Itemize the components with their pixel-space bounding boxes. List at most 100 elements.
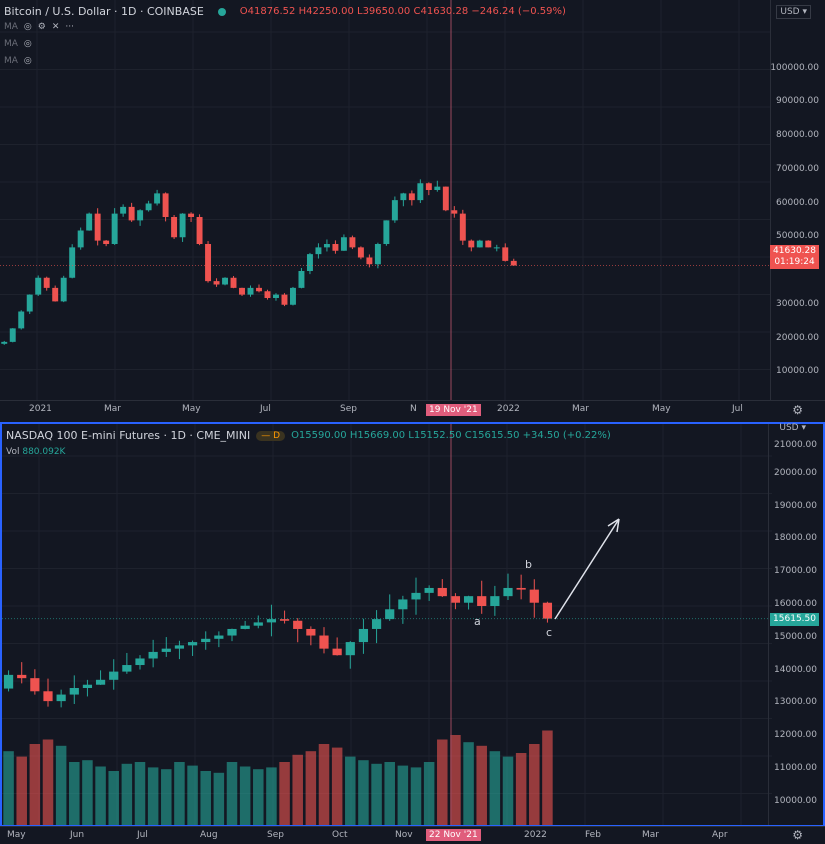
candle	[516, 587, 526, 590]
candle	[306, 254, 313, 271]
price-tick: 18000.00	[774, 533, 817, 544]
volume-bar	[161, 769, 172, 825]
candle	[264, 291, 271, 298]
time-axis-bottom[interactable]: May Jun Jul Aug Sep Oct Nov 2022 Feb Mar Apr 22 No…	[0, 826, 825, 844]
high-value: H42250.00	[298, 6, 354, 17]
time-tick: May	[7, 830, 26, 840]
candle	[9, 328, 16, 342]
time-tick: Mar	[642, 830, 659, 840]
volume-bar	[515, 753, 527, 825]
open-value: O15590.00	[291, 430, 347, 441]
time-tick: Oct	[332, 830, 348, 840]
eye-hidden-icon[interactable]: ◎	[23, 39, 32, 49]
volume-bar	[42, 739, 54, 825]
candle	[120, 206, 127, 214]
price-axis[interactable]	[770, 0, 825, 400]
ma-indicator-3[interactable]: MA ◎	[4, 56, 32, 66]
eye-hidden-icon[interactable]: ◎	[23, 56, 32, 66]
candle	[306, 628, 316, 636]
candle	[510, 260, 517, 266]
time-tick: N	[410, 404, 417, 414]
price-tick: 90000.00	[776, 96, 819, 107]
settings-icon[interactable]: ⚙	[792, 403, 803, 417]
close-icon[interactable]: ✕	[51, 22, 60, 32]
candle	[366, 257, 373, 265]
currency-dropdown[interactable]: USD ▾	[776, 5, 811, 19]
time-tick: May	[652, 404, 671, 414]
ohlc-values: O15590.00 H15669.00 L15152.50 C15615.50 …	[291, 430, 611, 441]
time-tick: 2021	[29, 404, 52, 414]
candle	[179, 213, 186, 238]
ma-indicator-2[interactable]: MA ◎	[4, 39, 32, 49]
time-tick: Sep	[267, 830, 284, 840]
candle	[425, 183, 432, 190]
candle	[434, 186, 441, 190]
candle	[490, 596, 500, 606]
time-tick: Sep	[340, 404, 357, 414]
volume-bar	[213, 772, 225, 825]
candle	[385, 609, 395, 620]
candle	[230, 277, 237, 288]
currency-dropdown[interactable]: USD ▾	[779, 423, 806, 433]
settings-icon[interactable]: ⚙	[792, 828, 803, 842]
candle	[398, 599, 408, 610]
volume-legend[interactable]: Vol 880.092K	[6, 447, 65, 457]
price-tick: 13000.00	[774, 697, 817, 708]
volume-bar	[450, 735, 461, 825]
candle	[82, 684, 93, 688]
volume-label: Vol	[6, 447, 20, 457]
candle	[145, 203, 152, 211]
ma-indicator-1[interactable]: MA ◎ ⚙ ✕ ···	[4, 22, 74, 32]
eye-hidden-icon[interactable]: ◎	[23, 22, 32, 32]
crosshair-date-label: 22 Nov '21	[426, 829, 481, 841]
candle	[1, 341, 8, 344]
price-axis[interactable]	[768, 424, 823, 825]
candle	[213, 281, 220, 285]
candle	[148, 651, 158, 659]
low-value: L39650.00	[357, 6, 411, 17]
candle	[463, 596, 474, 603]
candle	[162, 193, 169, 217]
price-tick: 50000.00	[776, 231, 819, 242]
bitcoin-price-plot[interactable]	[0, 0, 825, 400]
candle	[442, 186, 449, 211]
more-icon[interactable]: ···	[65, 22, 74, 32]
symbol-title[interactable]: NASDAQ 100 E-mini Futures · 1D · CME_MIN…	[6, 429, 251, 442]
symbol-title[interactable]: Bitcoin / U.S. Dollar · 1D · COINBASE	[4, 5, 204, 18]
candle	[3, 674, 14, 689]
candle	[196, 217, 203, 244]
candle	[529, 589, 539, 603]
candle	[239, 287, 245, 295]
time-axis-top[interactable]: 2021 Mar May Jul Sep N 2022 Mar May Jul 19 Nov '2…	[0, 400, 825, 420]
candle	[187, 642, 198, 646]
candle	[43, 691, 53, 702]
volume-bar	[55, 745, 67, 825]
candle	[502, 247, 509, 261]
time-tick: Aug	[200, 830, 218, 840]
volume-bar	[29, 744, 41, 825]
volume-bar	[437, 739, 448, 825]
low-value: L15152.50	[408, 430, 462, 441]
nasdaq-chart-pane[interactable]: 21000.00 20000.00 19000.00 18000.00 17000.00…	[0, 422, 825, 827]
volume-bar	[397, 765, 409, 825]
volume-bar	[358, 760, 369, 825]
trend-arrow-line[interactable]	[554, 518, 620, 620]
nasdaq-price-plot[interactable]	[2, 424, 823, 825]
candle	[332, 244, 339, 251]
candle	[542, 602, 553, 619]
candle	[281, 294, 288, 305]
candle	[256, 287, 262, 292]
candle	[253, 622, 263, 626]
volume-bar	[239, 766, 251, 825]
volume-bar	[410, 767, 422, 825]
price-tick: 15000.00	[774, 631, 817, 642]
price-tick: 100000.00	[770, 62, 819, 73]
ohlc-values: O41876.52 H42250.00 L39650.00 C41630.28 …	[240, 6, 566, 17]
close-value: C15615.50	[464, 430, 520, 441]
bitcoin-chart-pane[interactable]: 100000.00 90000.00 80000.00 70000.00 60000.0…	[0, 0, 825, 400]
data-delay-badge: — D	[256, 430, 286, 441]
candle	[135, 658, 145, 666]
volume-bar	[384, 762, 395, 825]
settings-icon[interactable]: ⚙	[37, 22, 46, 32]
candle	[476, 240, 483, 248]
